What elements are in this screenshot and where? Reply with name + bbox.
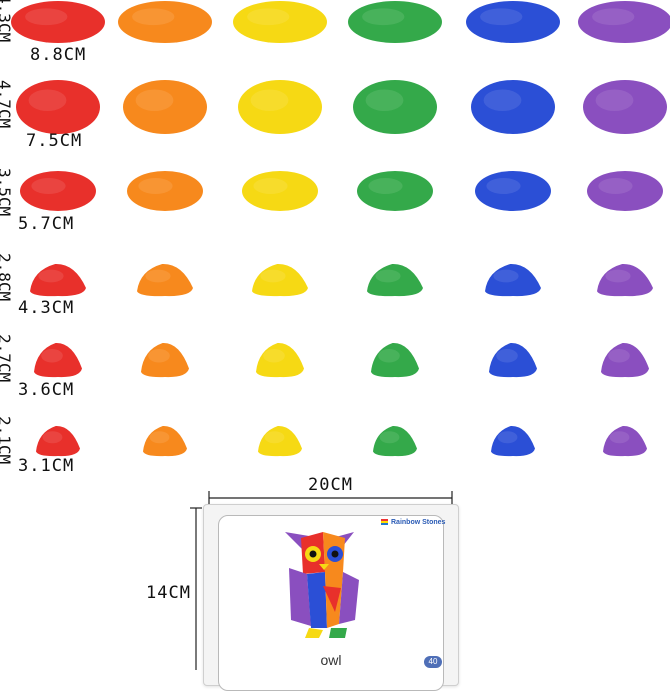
card-number-badge: 40	[424, 656, 442, 668]
stone-green-row-2	[353, 80, 437, 134]
stone-purple-row-6	[603, 425, 647, 457]
stone-purple-row-3	[587, 171, 663, 211]
stone-green-row-6	[373, 425, 417, 457]
card-width-label: 20CM	[308, 475, 353, 495]
stone-orange-row-1	[118, 1, 212, 43]
card-height-label: 14CM	[146, 583, 191, 603]
stone-yellow-row-5	[256, 342, 304, 378]
stone-purple-row-5	[601, 342, 649, 378]
stone-size-label-6: 3.1CM	[18, 456, 75, 476]
stone-green-row-3	[357, 171, 433, 211]
stone-orange-row-2	[123, 80, 207, 134]
stone-size-label-1: 8.8CM	[30, 45, 87, 65]
puzzle-card: Rainbow Stones	[203, 504, 459, 691]
stone-blue-row-4	[485, 263, 541, 297]
stone-yellow-row-2	[238, 80, 322, 134]
stone-red-row-3	[20, 171, 96, 211]
stone-yellow-row-3	[242, 171, 318, 211]
card-dimension-lines	[190, 491, 453, 670]
stone-size-label-4: 4.3CM	[18, 298, 75, 318]
stone-size-label-2: 7.5CM	[26, 131, 83, 151]
stone-blue-row-5	[489, 342, 537, 378]
rainbow-logo-icon	[381, 519, 388, 525]
stone-purple-row-1	[578, 1, 670, 43]
card-brand: Rainbow Stones	[381, 519, 445, 526]
card-brand-label: Rainbow Stones	[391, 519, 446, 526]
stone-size-label-5: 3.6CM	[18, 380, 75, 400]
stone-orange-row-4	[137, 263, 193, 297]
stone-red-row-6	[36, 425, 80, 457]
stone-yellow-row-4	[252, 263, 308, 297]
stone-red-row-5	[34, 342, 82, 378]
stone-green-row-5	[371, 342, 419, 378]
stone-grid	[11, 1, 670, 457]
puzzle-card-face: Rainbow Stones	[218, 515, 445, 691]
stone-red-row-2	[16, 80, 100, 134]
stone-red-row-1	[11, 1, 105, 43]
stone-blue-row-6	[491, 425, 535, 457]
stone-orange-row-5	[141, 342, 189, 378]
stone-orange-row-6	[143, 425, 187, 457]
stone-purple-row-2	[583, 80, 667, 134]
stone-purple-row-4	[597, 263, 653, 297]
card-word: owl	[320, 652, 342, 668]
stone-yellow-row-6	[258, 425, 302, 457]
stone-green-row-1	[348, 1, 442, 43]
owl-illustration	[285, 532, 359, 638]
stone-blue-row-2	[471, 80, 555, 134]
stone-size-label-3: 5.7CM	[18, 214, 75, 234]
stone-blue-row-1	[466, 1, 560, 43]
stone-red-row-4	[30, 263, 86, 297]
stone-blue-row-3	[475, 171, 551, 211]
stone-yellow-row-1	[233, 1, 327, 43]
stone-green-row-4	[367, 263, 423, 297]
stone-orange-row-3	[127, 171, 203, 211]
